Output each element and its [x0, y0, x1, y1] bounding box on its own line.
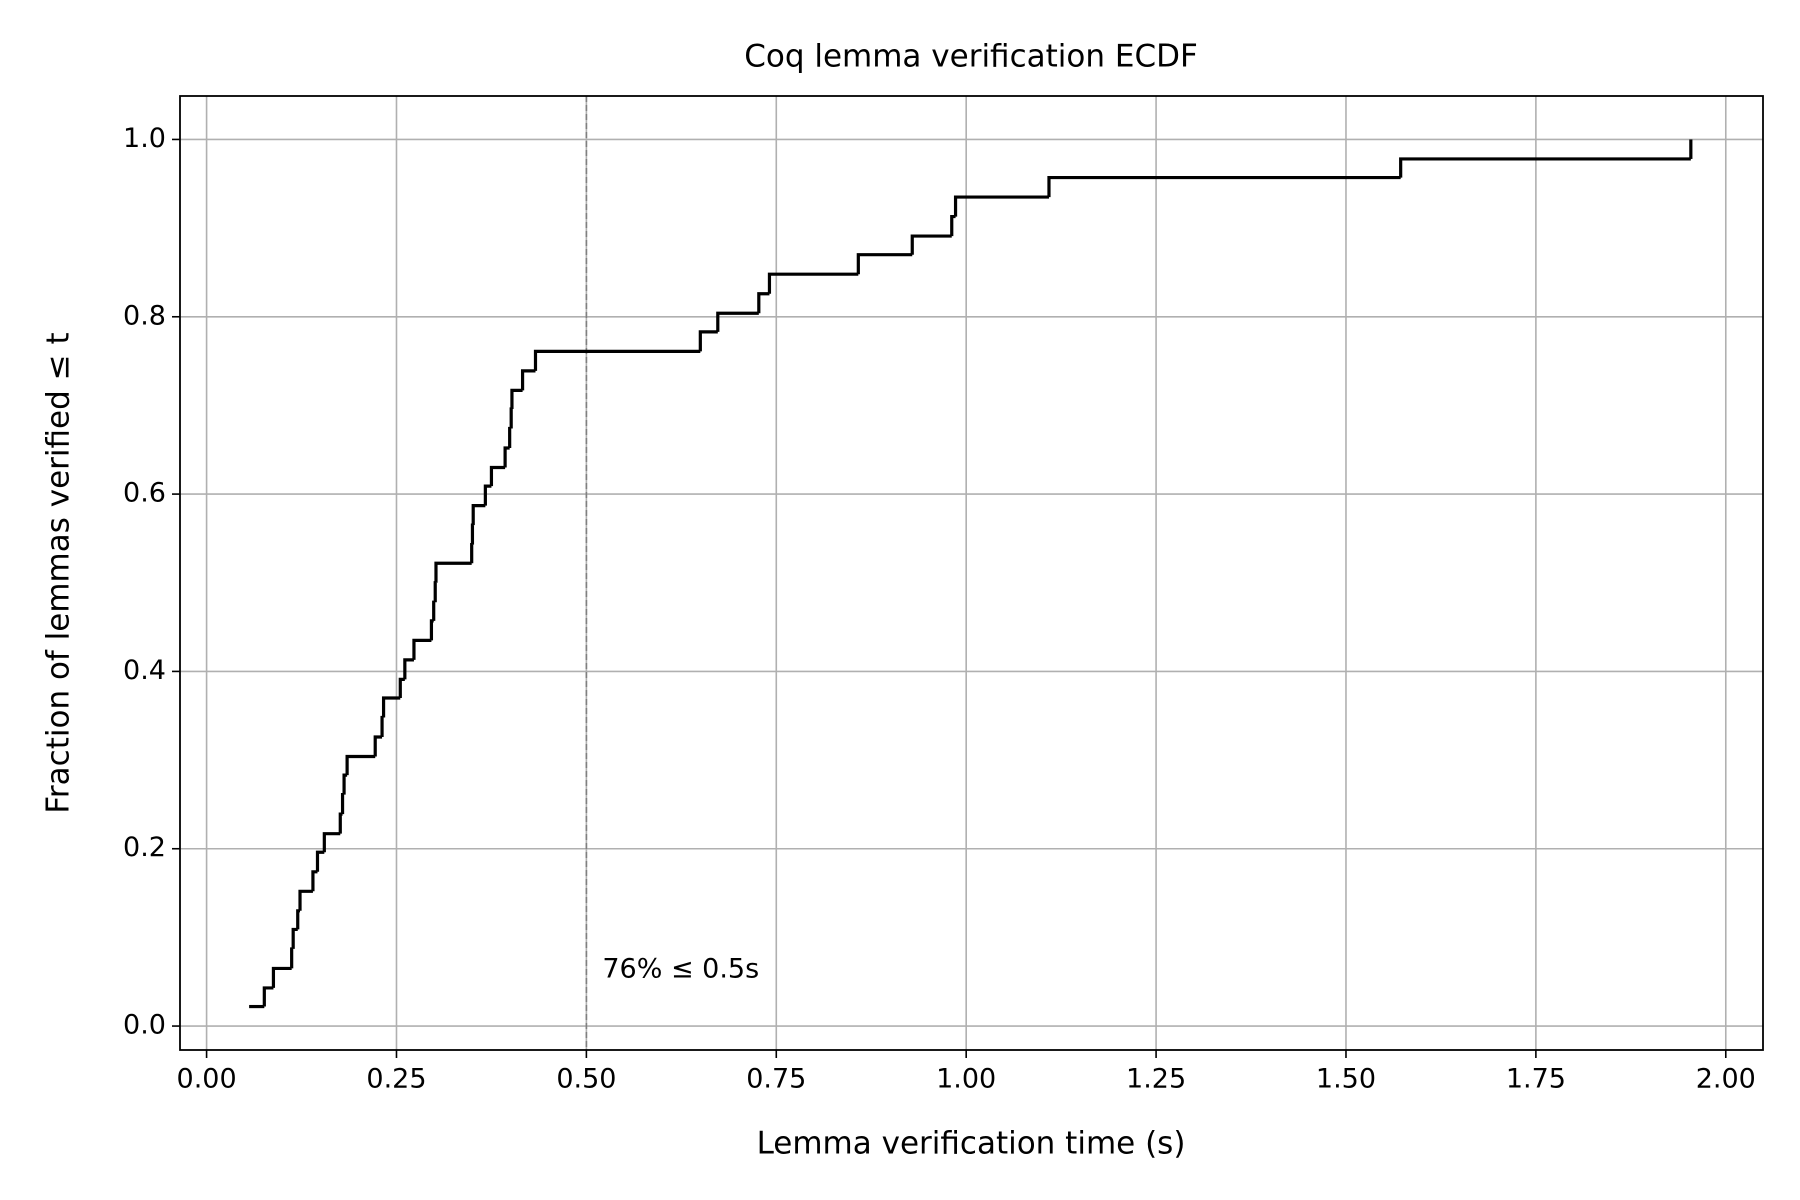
ecdf-step — [429, 619, 434, 641]
x-tick-label: 0.25 — [366, 1064, 426, 1095]
ecdf-step — [510, 388, 523, 409]
ecdf-step — [338, 812, 343, 834]
ecdf-step — [953, 195, 1049, 217]
ecdf-step — [398, 677, 405, 699]
ecdf-step — [1047, 175, 1401, 198]
ecdf-step — [322, 832, 341, 853]
ecdf-step — [381, 696, 401, 718]
plot-frame — [179, 95, 1764, 1051]
ecdf-step — [291, 927, 298, 949]
chart-title: Coq lemma verification ECDF — [744, 39, 1198, 75]
ecdf-step — [345, 754, 376, 776]
ecdf-step — [1399, 157, 1691, 178]
ecdf-step — [856, 253, 913, 275]
x-tick-label: 1.75 — [1506, 1064, 1566, 1095]
ecdf-step — [373, 735, 383, 757]
x-tick-label: 0.00 — [177, 1064, 237, 1095]
ecdf-step — [434, 561, 472, 583]
ecdf-step — [342, 773, 348, 795]
ecdf-step — [262, 986, 274, 1007]
ecdf-step — [432, 600, 436, 621]
ecdf-step — [290, 947, 294, 969]
ecdf-step — [470, 543, 474, 564]
x-tick-label: 0.50 — [556, 1064, 616, 1095]
ecdf-step — [910, 234, 952, 255]
ecdf-step — [483, 484, 492, 506]
y-tick-label: 1.0 — [123, 123, 166, 154]
ecdf-step — [950, 214, 956, 237]
ecdf-step — [271, 966, 292, 988]
y-tick-label: 0.8 — [123, 300, 166, 331]
ecdf-step — [298, 889, 313, 911]
ecdf-step — [489, 465, 506, 487]
y-axis-label: Fraction of lemmas verified ≤ t — [41, 332, 77, 813]
x-tick-label: 1.00 — [936, 1064, 996, 1095]
ecdf-step — [503, 446, 510, 468]
ecdf-step — [340, 793, 345, 815]
ecdf-step — [403, 658, 414, 680]
y-tick-label: 0.6 — [123, 478, 166, 509]
x-tick-label: 1.50 — [1316, 1064, 1376, 1095]
y-tick-label: 0.0 — [123, 1010, 166, 1041]
ecdf-step — [433, 581, 437, 603]
ecdf-step — [757, 292, 770, 314]
ecdf-step — [698, 330, 718, 352]
ecdf-step — [508, 426, 512, 448]
x-tick-label: 2.00 — [1696, 1064, 1756, 1095]
ecdf-step — [520, 369, 536, 391]
ecdf-step — [311, 870, 318, 892]
ecdf-step — [315, 850, 325, 872]
x-tick-label: 1.25 — [1126, 1064, 1186, 1095]
y-tick-label: 0.2 — [123, 832, 166, 863]
ecdf-step — [471, 504, 486, 526]
ecdf-step — [296, 909, 301, 930]
annotation: 76% ≤ 0.5s — [602, 954, 759, 985]
ecdf-step — [380, 715, 384, 738]
ecdf-step — [509, 407, 513, 429]
ecdf-step — [470, 523, 475, 545]
x-tick-label: 0.75 — [746, 1064, 806, 1095]
y-tick-label: 0.4 — [123, 655, 166, 686]
ecdf-step — [412, 638, 432, 660]
ecdf-step — [716, 311, 759, 332]
ecdf-step — [533, 349, 701, 371]
x-axis-label: Lemma verification time (s) — [757, 1126, 1186, 1162]
ecdf-step — [767, 272, 859, 294]
